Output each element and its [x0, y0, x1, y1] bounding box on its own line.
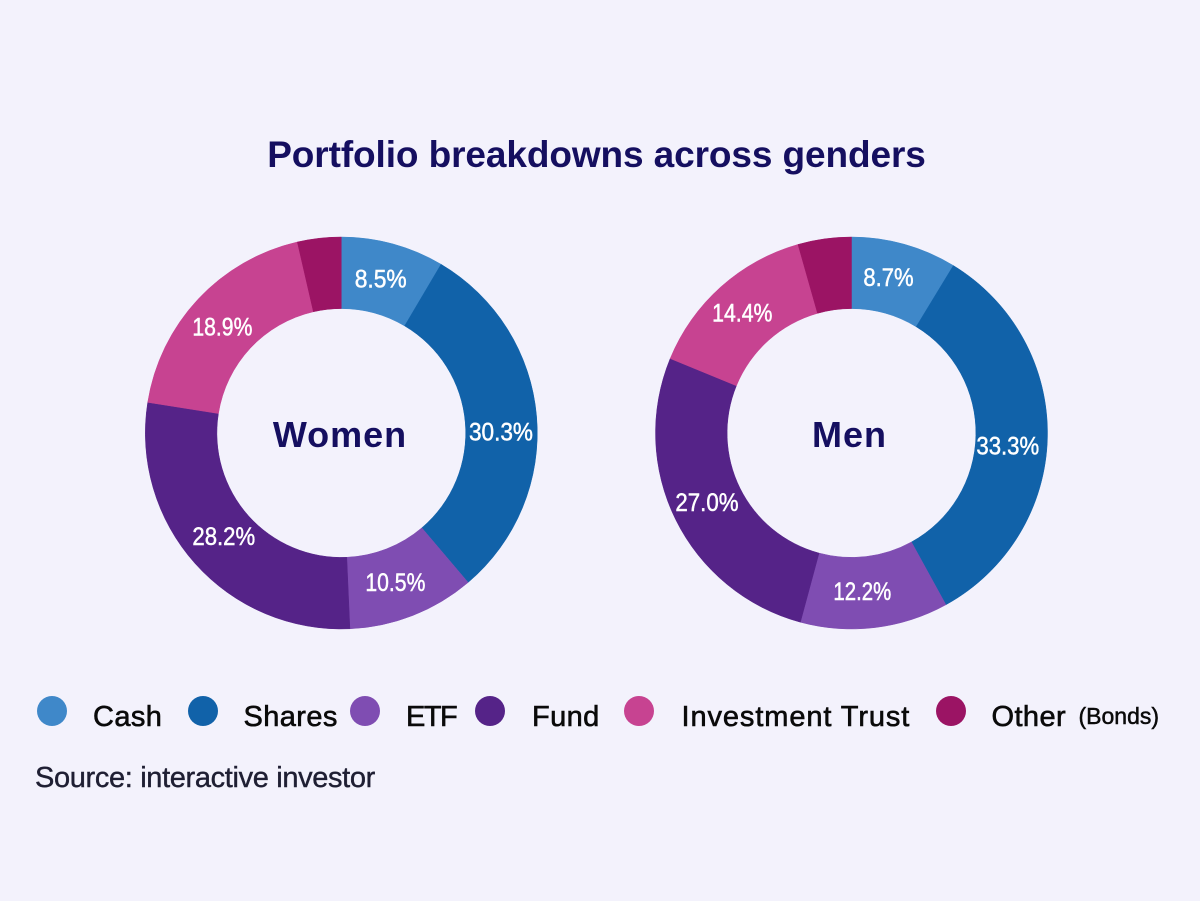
svg-text:27.0%: 27.0%: [675, 489, 738, 517]
svg-text:28.2%: 28.2%: [192, 523, 255, 551]
svg-text:18.9%: 18.9%: [192, 314, 252, 342]
svg-text:8.7%: 8.7%: [863, 264, 913, 292]
svg-text:33.3%: 33.3%: [976, 432, 1039, 460]
svg-text:8.5%: 8.5%: [355, 266, 407, 294]
svg-text:12.2%: 12.2%: [833, 578, 891, 606]
svg-text:14.4%: 14.4%: [712, 299, 772, 327]
svg-text:30.3%: 30.3%: [469, 418, 533, 446]
svg-text:10.5%: 10.5%: [365, 569, 425, 597]
